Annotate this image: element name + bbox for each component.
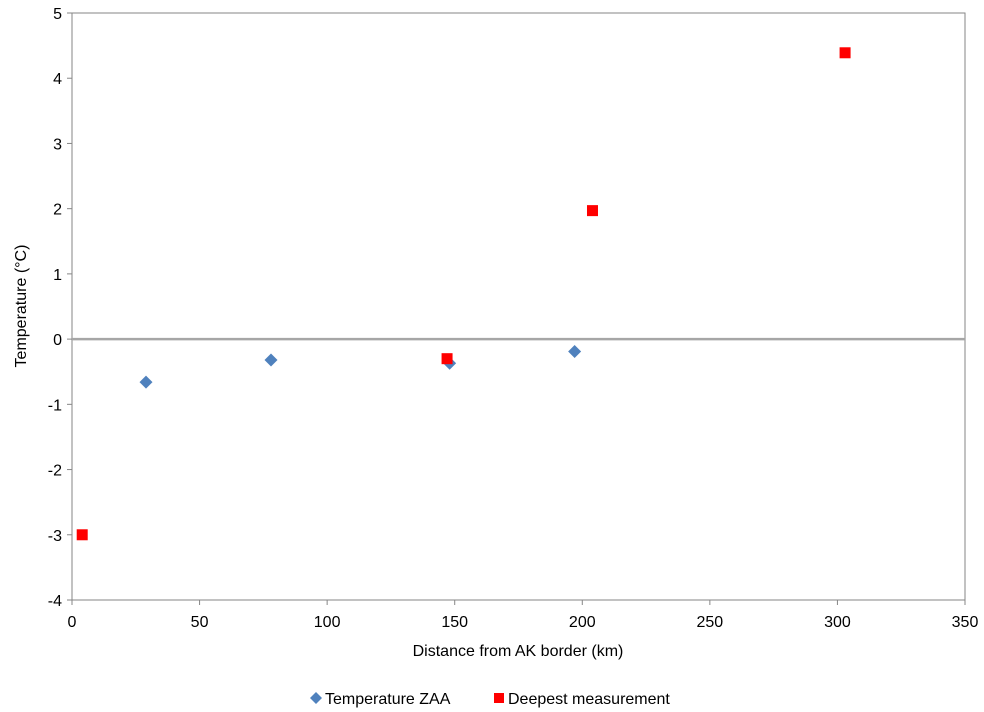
legend-item-temperature-zaa: Temperature ZAA bbox=[310, 691, 451, 708]
data-points bbox=[76, 47, 851, 541]
y-tick-label: -1 bbox=[48, 397, 62, 414]
legend-diamond-marker bbox=[310, 692, 322, 704]
y-tick-label: -2 bbox=[48, 463, 62, 480]
x-tick-label: 200 bbox=[569, 614, 596, 631]
x-tick-label: 250 bbox=[697, 614, 724, 631]
point-temperature-zaa bbox=[568, 345, 582, 359]
y-tick-label: -4 bbox=[48, 593, 62, 610]
y-tick-label: 4 bbox=[53, 71, 62, 88]
x-tick-label: 0 bbox=[68, 614, 77, 631]
x-tick-label: 150 bbox=[441, 614, 468, 631]
y-tick-label: 3 bbox=[53, 136, 62, 153]
y-tick-label: 5 bbox=[53, 6, 62, 23]
y-tick-label: 1 bbox=[53, 267, 62, 284]
point-deepest-measurement bbox=[586, 205, 598, 217]
y-axis-title: Temperature (°C) bbox=[13, 245, 30, 368]
x-tick-label: 50 bbox=[191, 614, 209, 631]
legend-label-temperature-zaa: Temperature ZAA bbox=[325, 691, 451, 708]
x-axis-title: Distance from AK border (km) bbox=[413, 643, 624, 660]
y-tick-label: -3 bbox=[48, 528, 62, 545]
legend-square-marker bbox=[494, 693, 504, 703]
plot-area bbox=[71, 12, 966, 601]
legend-label-deepest-measurement: Deepest measurement bbox=[508, 691, 670, 708]
x-tick-label: 100 bbox=[314, 614, 341, 631]
x-tick-label: 300 bbox=[824, 614, 851, 631]
y-tick-label: 2 bbox=[53, 202, 62, 219]
point-deepest-measurement bbox=[76, 529, 88, 541]
point-deepest-measurement bbox=[839, 47, 851, 59]
plot-frame bbox=[71, 12, 966, 601]
legend-item-deepest-measurement: Deepest measurement bbox=[494, 691, 670, 708]
point-temperature-zaa bbox=[139, 375, 153, 389]
point-deepest-measurement bbox=[441, 353, 453, 365]
y-tick-label: 0 bbox=[53, 332, 62, 349]
point-temperature-zaa bbox=[264, 353, 278, 367]
legend: Temperature ZAA Deepest measurement bbox=[310, 691, 670, 708]
x-tick-label: 350 bbox=[952, 614, 979, 631]
